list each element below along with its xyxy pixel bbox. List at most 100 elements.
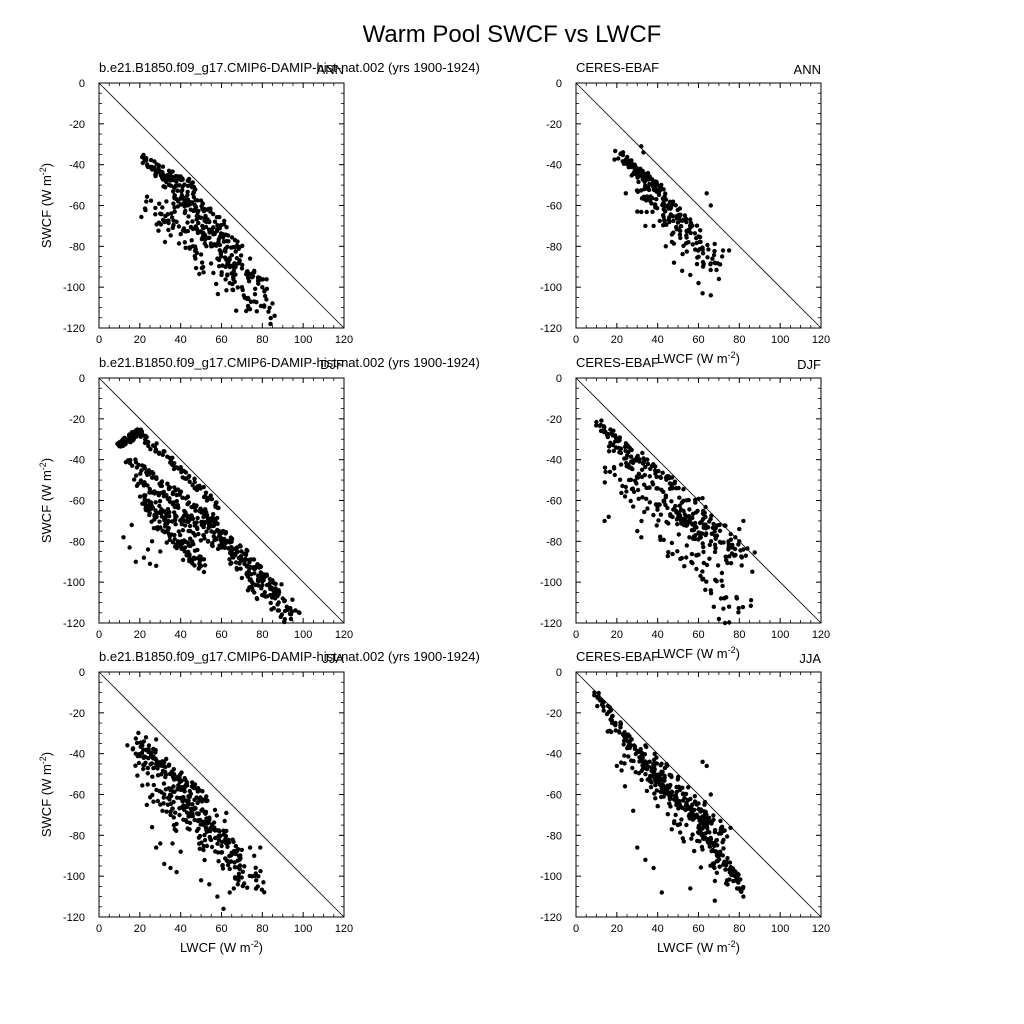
scatter-point xyxy=(692,231,698,236)
scatter-point xyxy=(724,834,730,839)
scatter-point xyxy=(201,533,206,538)
scatter-point xyxy=(141,555,147,560)
scatter-point xyxy=(711,252,717,258)
scatter-point xyxy=(153,508,158,513)
scatter-point xyxy=(175,188,180,193)
y-tick-label: -80 xyxy=(546,830,562,842)
scatter-point xyxy=(216,225,221,230)
scatter-point xyxy=(240,883,245,889)
scatter-point xyxy=(669,789,674,794)
scatter-point xyxy=(704,579,709,584)
scatter-point xyxy=(171,767,176,772)
scatter-point xyxy=(660,202,665,208)
scatter-point xyxy=(692,848,697,854)
y-tick-label: -80 xyxy=(69,830,85,842)
scatter-point xyxy=(172,789,177,794)
scatter-point xyxy=(704,562,710,568)
x-tick-label: 120 xyxy=(335,334,353,346)
scatter-point xyxy=(640,168,645,174)
scatter-point xyxy=(168,233,173,238)
scatter-point xyxy=(195,515,200,521)
scatter-point xyxy=(706,247,711,252)
scatter-point xyxy=(208,837,214,843)
scatter-point xyxy=(214,228,220,234)
scatter-point xyxy=(601,708,606,713)
scatter-point xyxy=(228,548,233,554)
scatter-point xyxy=(717,528,723,533)
scatter-point xyxy=(654,761,659,766)
scatter-point xyxy=(647,181,652,187)
scatter-point xyxy=(726,541,731,547)
scatter-point xyxy=(734,596,740,601)
x-tick-label: 20 xyxy=(134,923,146,935)
scatter-point xyxy=(696,801,701,806)
scatter-point xyxy=(736,880,741,885)
scatter-point xyxy=(194,226,199,231)
scatter-point xyxy=(673,486,679,491)
scatter-point xyxy=(174,542,179,547)
scatter-point xyxy=(674,517,680,522)
scatter-point xyxy=(681,839,686,844)
scatter-point xyxy=(149,750,154,755)
scatter-point xyxy=(719,570,725,576)
scatter-point xyxy=(709,819,714,824)
scatter-point xyxy=(708,863,713,868)
scatter-point xyxy=(252,268,257,273)
scatter-point xyxy=(647,198,653,203)
scatter-points xyxy=(125,730,267,911)
scatter-point xyxy=(192,253,197,259)
scatter-point xyxy=(705,242,710,248)
scatter-point xyxy=(154,845,159,850)
scatter-point xyxy=(657,218,662,224)
scatter-point xyxy=(154,476,159,482)
scatter-point xyxy=(685,806,690,811)
scatter-point xyxy=(712,898,717,903)
scatter-point xyxy=(720,248,726,253)
scatter-point xyxy=(195,230,201,236)
scatter-point xyxy=(167,510,172,515)
scatter-point xyxy=(596,693,601,699)
scatter-point xyxy=(667,475,672,481)
scatter-point xyxy=(190,483,195,488)
scatter-point xyxy=(209,822,215,827)
scatter-point xyxy=(140,154,145,160)
y-tick-label: -100 xyxy=(63,282,85,294)
scatter-point xyxy=(711,521,716,527)
scatter-point xyxy=(619,768,624,773)
scatter-point xyxy=(151,765,156,771)
scatter-point xyxy=(719,254,725,259)
scatter-point xyxy=(159,483,164,489)
scatter-point xyxy=(225,844,230,849)
scatter-point xyxy=(253,886,259,891)
scatter-point xyxy=(697,239,702,244)
scatter-point xyxy=(194,828,200,834)
scatter-point xyxy=(681,487,686,492)
scatter-point xyxy=(183,539,188,545)
scatter-point xyxy=(609,717,614,723)
scatter-point xyxy=(233,560,239,565)
scatter-point xyxy=(700,251,706,256)
scatter-point xyxy=(144,199,149,204)
scatter-point xyxy=(676,532,681,537)
scatter-point xyxy=(652,179,658,184)
y-tick-label: -20 xyxy=(546,119,562,131)
scatter-point xyxy=(662,217,667,223)
scatter-point xyxy=(192,782,198,787)
scatter-point xyxy=(245,574,251,579)
scatter-point xyxy=(228,859,233,864)
scatter-point xyxy=(656,468,661,474)
scatter-point xyxy=(673,503,678,509)
scatter-point xyxy=(236,853,242,859)
scatter-point xyxy=(697,817,703,822)
scatter-point xyxy=(155,527,160,532)
scatter-point xyxy=(690,242,695,247)
scatter-point xyxy=(150,774,155,779)
scatter-point xyxy=(176,241,182,246)
scatter-point xyxy=(642,482,647,487)
scatter-point xyxy=(689,836,694,841)
scatter-point xyxy=(145,782,150,787)
scatter-point xyxy=(121,535,126,540)
scatter-point xyxy=(708,293,713,298)
scatter-point xyxy=(140,160,145,166)
x-tick-label: 20 xyxy=(134,334,146,346)
